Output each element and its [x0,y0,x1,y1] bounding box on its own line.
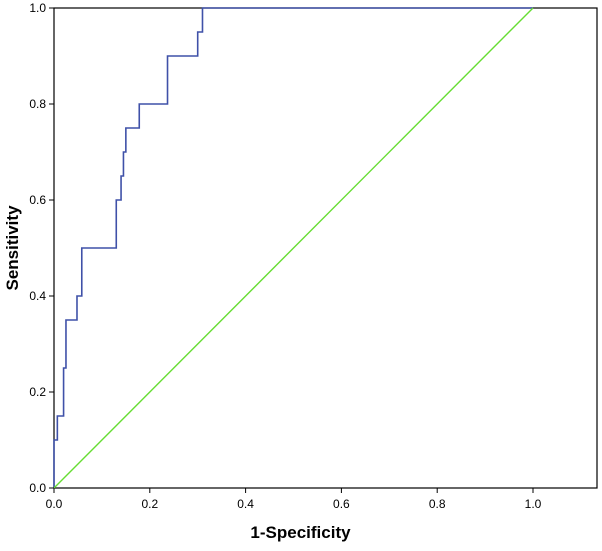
y-tick-label: 1.0 [29,1,46,15]
y-tick-label: 0.2 [29,385,46,399]
x-tick-label: 0.4 [237,497,254,511]
reference-diagonal-line [53,7,534,489]
x-tick-label: 0.0 [46,497,63,511]
y-tick-label: 0.0 [29,481,46,495]
plot-area [53,7,598,489]
y-axis: 0.0 0.2 0.4 0.6 0.8 1.0 [29,1,54,495]
x-axis: 0.0 0.2 0.4 0.6 0.8 1.0 [46,488,542,511]
series-layer [53,7,534,489]
y-axis-title: Sensitivity [3,205,22,291]
y-tick-label: 0.4 [29,289,46,303]
x-tick-label: 0.8 [429,497,446,511]
y-tick-label: 0.6 [29,193,46,207]
x-tick-label: 1.0 [525,497,542,511]
x-tick-label: 0.2 [141,497,158,511]
y-tick-label: 0.8 [29,97,46,111]
x-axis-title: 1-Specificity [250,523,351,542]
x-tick-label: 0.6 [333,497,350,511]
roc-curve-line [53,7,533,488]
